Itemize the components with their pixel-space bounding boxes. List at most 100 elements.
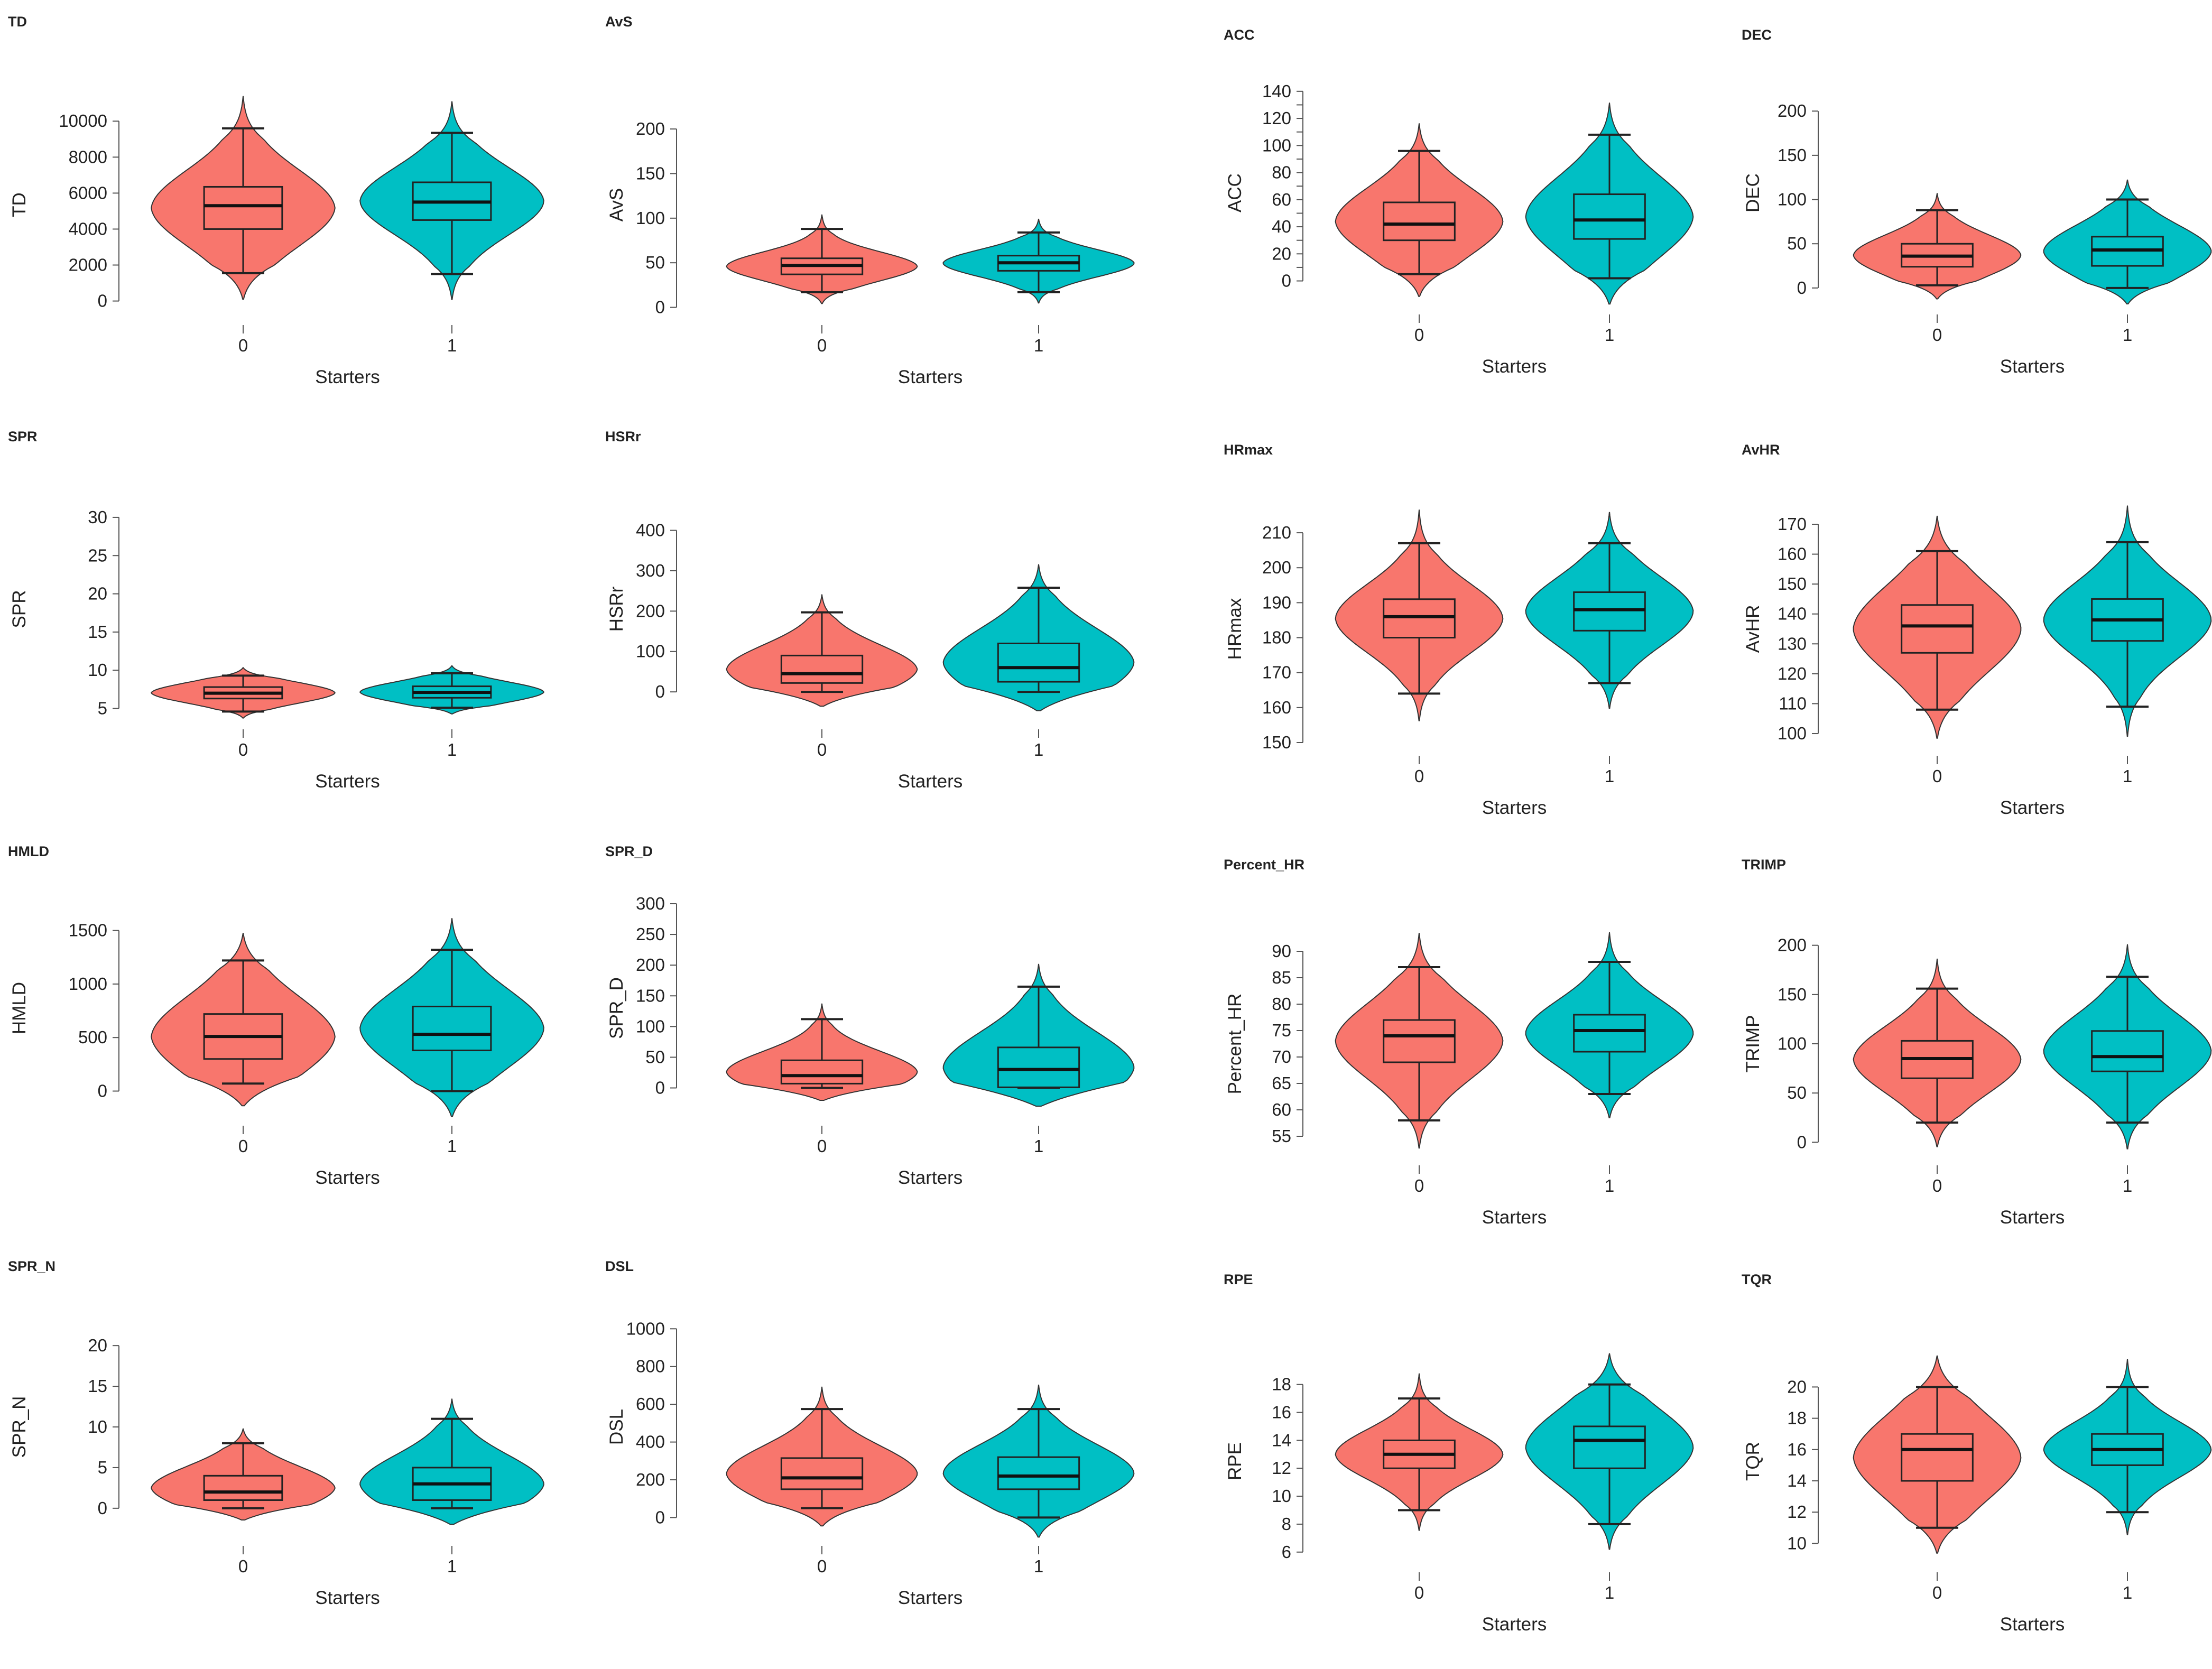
x-axis-title: Starters xyxy=(1482,356,1547,377)
x-tick-label: 1 xyxy=(2123,1583,2132,1602)
y-tick-label: 150 xyxy=(1262,732,1291,752)
y-axis-title: TQR xyxy=(1743,1442,1763,1481)
panel-title: TD xyxy=(8,14,27,30)
y-axis-title: SPR_N xyxy=(9,1396,30,1458)
violin-group-1 xyxy=(1525,103,1694,305)
box-iqr xyxy=(1573,1014,1646,1053)
y-tick-label: 30 xyxy=(88,507,107,527)
x-tick-label: 1 xyxy=(2123,1176,2132,1195)
x-tick-label: 0 xyxy=(1932,1176,1942,1195)
y-tick-label: 0 xyxy=(655,1078,665,1098)
panel-hmld: HMLD 0 500 1000 1500 HMLD 0 1 Starters xyxy=(8,843,544,1188)
y-tick-label: 0 xyxy=(98,1081,107,1100)
y-tick-label: 1000 xyxy=(69,974,107,994)
y-tick-label: 140 xyxy=(1262,81,1291,101)
x-tick-label: 1 xyxy=(1034,740,1043,759)
x-axis-title: Starters xyxy=(1482,798,1547,818)
y-tick-label: 65 xyxy=(1272,1073,1291,1093)
box-iqr xyxy=(1901,604,1974,654)
y-tick-label: 600 xyxy=(636,1394,665,1414)
y-tick-label: 60 xyxy=(1272,190,1291,209)
y-axis-title: TRIMP xyxy=(1743,1015,1763,1073)
y-tick-label: 5 xyxy=(98,699,107,718)
x-tick-label: 0 xyxy=(1932,766,1942,786)
y-axis-title: AvHR xyxy=(1743,605,1763,653)
panel-spr-n: SPR_N 0 5 10 15 20 SPR_N 0 1 Starters xyxy=(8,1258,544,1608)
panel-tqr: TQR 10 12 14 16 18 20 TQR 0 1 Starters xyxy=(1742,1272,2212,1635)
panel-title: TQR xyxy=(1742,1272,1772,1287)
violin-group-1 xyxy=(942,218,1135,304)
violin-group-1 xyxy=(1525,1353,1694,1550)
x-tick-label: 0 xyxy=(817,740,827,759)
x-axis-title: Starters xyxy=(315,1167,380,1188)
y-axis-title: DSL xyxy=(606,1409,627,1445)
y-tick-label: 250 xyxy=(636,924,665,944)
y-tick-label: 0 xyxy=(1797,278,1807,298)
y-tick-label: 150 xyxy=(636,163,665,183)
y-tick-label: 0 xyxy=(1797,1132,1807,1152)
panel-title: HSRr xyxy=(605,429,641,444)
box-iqr xyxy=(780,654,864,684)
violin-group-1 xyxy=(2043,944,2212,1149)
violin-group-1 xyxy=(942,1384,1135,1538)
y-tick-label: 200 xyxy=(636,601,665,620)
y-tick-label: 5 xyxy=(98,1458,107,1477)
y-tick-label: 10 xyxy=(88,660,107,680)
x-tick-label: 1 xyxy=(1034,1136,1043,1156)
y-tick-label: 10 xyxy=(1272,1486,1291,1506)
y-tick-label: 120 xyxy=(1262,108,1291,128)
y-axis-title: TD xyxy=(9,192,30,217)
y-tick-label: 100 xyxy=(1778,190,1807,209)
box-iqr xyxy=(203,186,283,230)
y-tick-label: 50 xyxy=(1787,1083,1807,1102)
y-axis-title: HRmax xyxy=(1225,598,1245,660)
y-tick-label: 8 xyxy=(1282,1514,1291,1534)
y-tick-label: 16 xyxy=(1272,1403,1291,1422)
y-tick-label: 140 xyxy=(1778,604,1807,624)
x-axis-title: Starters xyxy=(2000,1207,2065,1228)
x-tick-label: 0 xyxy=(1932,1583,1942,1602)
y-tick-label: 130 xyxy=(1778,634,1807,653)
y-tick-label: 120 xyxy=(1778,664,1807,683)
y-tick-label: 100 xyxy=(636,642,665,661)
box-iqr xyxy=(1383,201,1456,242)
panel-title: AvHR xyxy=(1742,442,1780,458)
y-tick-label: 0 xyxy=(655,298,665,317)
y-tick-label: 50 xyxy=(645,1047,665,1067)
x-tick-label: 1 xyxy=(1605,1176,1614,1195)
panel-acc: ACC 0 20 40 60 80 100 120 140 ACC 0 1 Starters xyxy=(1224,27,1694,377)
x-axis-title: Starters xyxy=(2000,798,2065,818)
violin-group-0 xyxy=(726,214,918,304)
violin-group-0 xyxy=(1853,958,2022,1147)
y-tick-label: 150 xyxy=(636,986,665,1005)
x-axis-title: Starters xyxy=(1482,1207,1547,1228)
x-tick-label: 1 xyxy=(2123,325,2132,345)
panel-title: TRIMP xyxy=(1742,857,1786,873)
panel-title: AvS xyxy=(605,14,633,30)
x-tick-label: 0 xyxy=(1414,1583,1424,1602)
y-tick-label: 400 xyxy=(636,1432,665,1452)
panel-dec: DEC 0 50 100 150 200 DEC 0 1 Starters xyxy=(1742,27,2212,377)
x-axis-title: Starters xyxy=(898,1167,963,1188)
x-axis-title: Starters xyxy=(2000,1614,2065,1635)
violin-group-0 xyxy=(151,933,336,1107)
x-axis-title: Starters xyxy=(315,771,380,792)
x-tick-label: 1 xyxy=(447,336,457,355)
x-axis-title: Starters xyxy=(898,367,963,387)
y-tick-label: 200 xyxy=(636,1470,665,1489)
violin-group-0 xyxy=(1335,1373,1504,1531)
y-tick-label: 160 xyxy=(1262,698,1291,717)
panel-spr: SPR 5 10 15 20 25 30 SPR 0 1 Starters xyxy=(8,429,544,792)
y-axis-title: DEC xyxy=(1743,173,1763,212)
y-tick-label: 10 xyxy=(1787,1533,1807,1553)
box-iqr xyxy=(1573,591,1646,632)
box-iqr xyxy=(1573,193,1646,240)
violin-group-0 xyxy=(151,96,336,300)
y-tick-label: 200 xyxy=(1778,101,1807,120)
y-tick-label: 1500 xyxy=(69,921,107,940)
x-tick-label: 0 xyxy=(1414,325,1424,345)
box-iqr xyxy=(2091,1030,2164,1072)
y-tick-label: 80 xyxy=(1272,163,1291,182)
panel-avs: AvS 0 50 100 150 200 AvS 0 1 Starters xyxy=(605,14,1135,387)
y-tick-label: 0 xyxy=(655,682,665,701)
